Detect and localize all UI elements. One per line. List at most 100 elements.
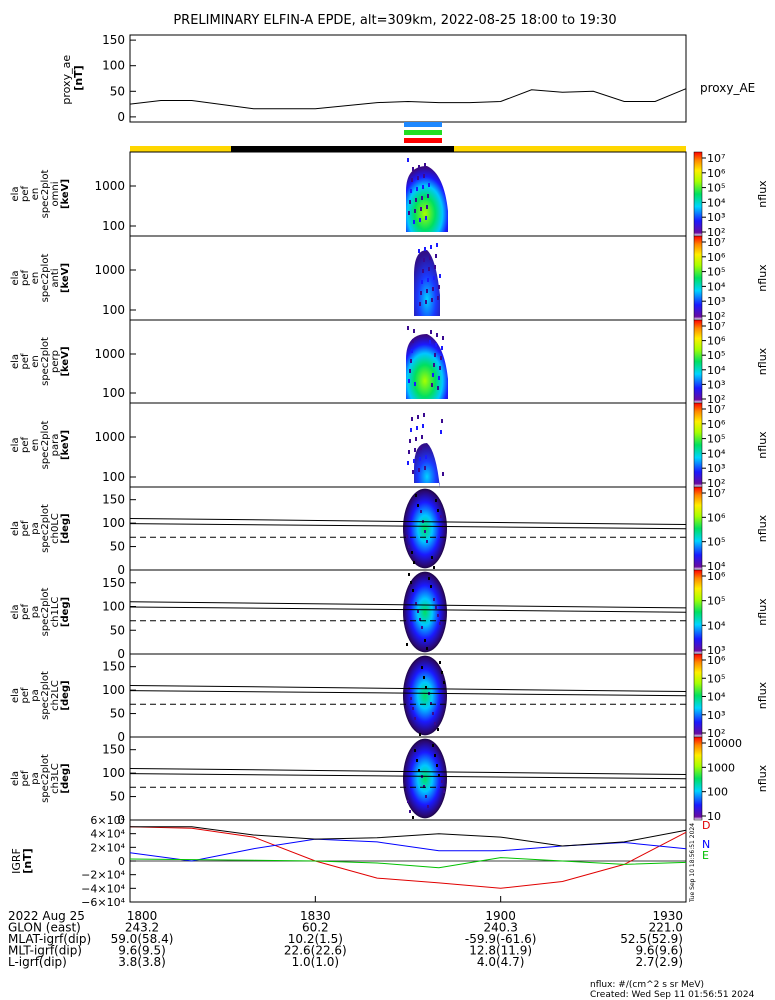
- colorbar-tick-label: 10⁵: [707, 349, 725, 362]
- flux-speckle: [421, 435, 423, 439]
- flux-speckle: [409, 369, 411, 373]
- panel-ylabel: elapefenspec2plotperp[keV]: [10, 337, 71, 386]
- flux-speckle: [434, 353, 436, 357]
- flux-speckle: [420, 291, 422, 295]
- colorbar-tick-label: 10²: [707, 393, 725, 406]
- flux-speckle: [408, 545, 410, 548]
- flux-speckle: [432, 373, 434, 377]
- flux-speckle: [406, 643, 408, 646]
- colorbar: [693, 402, 703, 488]
- footer-value: 1900: [485, 909, 516, 923]
- flux-speckle: [430, 702, 432, 705]
- colorbar-tick-label: 10²: [707, 477, 725, 490]
- igrf-series-line: [129, 826, 687, 889]
- flux-speckle: [406, 535, 408, 538]
- flux-speckle: [441, 671, 443, 674]
- colorbar-tick-label: 10⁴: [707, 619, 726, 632]
- footer-value: 59.0(58.4): [111, 932, 174, 946]
- flux-speckle: [415, 494, 417, 497]
- panel-ytick-label: 1000: [94, 179, 125, 193]
- igrf-legend-label: D: [702, 819, 710, 832]
- flux-speckle: [430, 585, 432, 588]
- panel-ytick-label: 100: [102, 219, 125, 233]
- flux-speckle: [414, 717, 416, 720]
- flux-speckle: [419, 733, 421, 736]
- colorbar: [693, 653, 703, 738]
- flux-speckle: [415, 437, 417, 441]
- colorbar-tick-label: 10⁴: [707, 364, 726, 377]
- colorbar-tick-label: 10³: [707, 462, 725, 475]
- footer-value: 221.0: [649, 921, 683, 935]
- flux-speckle: [425, 300, 427, 304]
- flux-speckle: [423, 174, 425, 178]
- panel-ytick-label: 100: [102, 386, 125, 400]
- panel-ytick-label: 100: [102, 600, 125, 614]
- panel-ytick-label: 0: [117, 563, 125, 577]
- flux-speckle: [422, 424, 424, 428]
- flux-speckle: [418, 468, 420, 472]
- spectrogram-panel: 1000 100 elapefenspec2plotpara[keV] 10⁷ 10⁶ 1…: [10, 402, 769, 490]
- flux-speckle: [423, 785, 425, 788]
- colorbar-tick-label: 10³: [707, 378, 725, 391]
- flux-speckle: [427, 805, 429, 808]
- flux-speckle: [421, 666, 423, 669]
- flux-speckle: [432, 287, 434, 291]
- status-bar-blue: [404, 122, 442, 127]
- panel-ytick-label: 150: [102, 660, 125, 674]
- panel-ytick-label: 0: [117, 730, 125, 744]
- flux-speckle: [419, 218, 421, 222]
- spectrogram-panel: 1000100elapefenspec2plotperp[keV]10⁷10⁶1…: [10, 319, 769, 406]
- colorbar-tick-label: 10⁶: [707, 167, 726, 180]
- nflux-units-note: nflux: #/(cm^2 s sr MeV): [590, 980, 704, 990]
- flux-speckle: [421, 626, 423, 629]
- colorbar-tick-label: 10⁷: [707, 403, 725, 416]
- flux-speckle: [411, 417, 413, 421]
- night-bar: [231, 146, 454, 152]
- flux-speckle: [424, 466, 426, 470]
- ae-ytick-label: 100: [102, 59, 125, 73]
- pitch-angle-flux: [403, 488, 447, 569]
- flux-speckle: [419, 302, 421, 306]
- created-timestamp: Created: Wed Sep 11 01:56:51 2024: [590, 990, 755, 1000]
- ae-ytick-label: 50: [110, 84, 125, 98]
- flux-speckle: [422, 269, 424, 273]
- colorbar: [693, 736, 703, 821]
- footer-row-label: MLT-igrf(dip): [8, 944, 82, 958]
- flux-speckle: [416, 426, 418, 430]
- flux-speckle: [419, 618, 421, 621]
- flux-speckle: [435, 343, 437, 347]
- side-timestamp: Tue Sep 10 18:56:51 2024: [689, 823, 696, 903]
- loss-cone-line: [129, 523, 687, 530]
- footer-row-label: GLON (east): [8, 921, 81, 935]
- flux-speckle: [431, 383, 433, 387]
- flux-speckle: [410, 189, 412, 193]
- panel-ylabel: elapefpaspec2plotch1LC[deg]: [10, 588, 71, 637]
- igrf-ytick-label: 2×10⁴: [90, 841, 125, 854]
- panel-ylabel: elapefpaspec2plotch3LC[deg]: [10, 754, 71, 803]
- status-bar-green: [404, 130, 442, 135]
- colorbar-tick-label: 10⁴: [707, 196, 726, 209]
- flux-speckle: [421, 196, 423, 200]
- flux-speckle: [409, 439, 411, 443]
- flux-speckle: [433, 566, 435, 569]
- flux-speckle: [411, 178, 413, 182]
- footer-value: 22.6(22.6): [284, 944, 347, 958]
- flux-speckle: [437, 509, 439, 512]
- colorbar-tick-label: 10⁶: [707, 335, 726, 348]
- flux-speckle: [407, 800, 409, 803]
- colorbar-tick-label: 10⁷: [707, 320, 725, 333]
- flux-speckle: [420, 207, 422, 211]
- igrf-ytick-label: 0: [118, 855, 125, 868]
- flux-speckle: [407, 158, 409, 162]
- flux-speckle: [435, 499, 437, 502]
- flux-speckle: [421, 280, 423, 284]
- loss-cone-line: [129, 606, 687, 613]
- flux-speckle: [423, 413, 425, 417]
- flux-speckle: [422, 185, 424, 189]
- flux-speckle: [433, 363, 435, 367]
- panel-ytick-label: 100: [102, 683, 125, 697]
- footer-value: 10.2(1.5): [288, 932, 343, 946]
- footer-value: 1830: [300, 909, 331, 923]
- flux-speckle: [411, 349, 413, 353]
- footer-value: 1800: [127, 909, 158, 923]
